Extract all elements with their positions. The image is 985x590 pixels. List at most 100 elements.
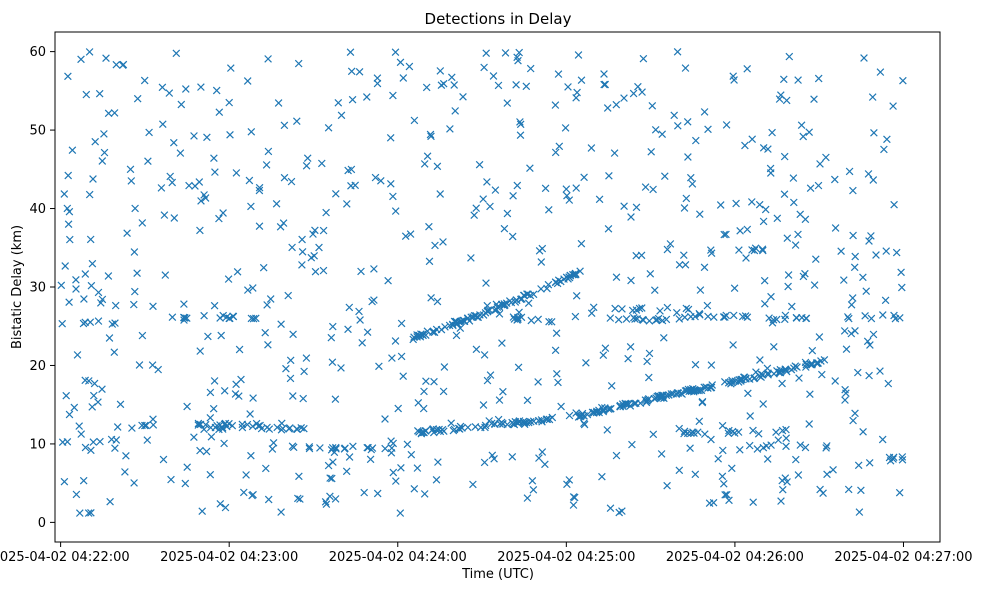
detection-point xyxy=(251,314,260,323)
detection-point xyxy=(70,403,79,412)
detection-point xyxy=(384,276,392,285)
detection-point xyxy=(735,375,744,384)
detection-point xyxy=(247,451,255,460)
detection-point xyxy=(148,361,157,369)
detection-point xyxy=(817,370,826,379)
detection-point xyxy=(58,319,67,328)
detection-point xyxy=(762,442,771,450)
detection-point xyxy=(564,83,572,91)
detection-point xyxy=(755,200,764,209)
detection-point xyxy=(262,161,271,169)
detection-point xyxy=(675,260,684,269)
detection-point xyxy=(415,428,423,436)
detection-point xyxy=(135,361,144,369)
detection-point xyxy=(555,142,564,151)
detection-point xyxy=(64,72,72,81)
detection-point xyxy=(782,434,791,443)
detection-point xyxy=(643,357,651,366)
detection-point xyxy=(610,149,619,157)
detection-point xyxy=(210,377,219,385)
detection-point xyxy=(482,49,491,58)
detection-point xyxy=(245,176,254,185)
detection-point xyxy=(204,332,212,341)
detection-point xyxy=(526,417,535,426)
detection-point xyxy=(577,76,586,85)
detection-point xyxy=(691,136,700,145)
detection-point xyxy=(612,451,621,460)
detection-point xyxy=(859,427,867,436)
y-tick-label: 0 xyxy=(38,516,46,531)
detection-point xyxy=(196,226,204,235)
detection-point xyxy=(759,217,768,226)
detection-point xyxy=(889,102,897,110)
detection-point xyxy=(606,504,615,513)
detection-point xyxy=(356,316,364,324)
detection-point xyxy=(324,461,333,470)
detection-point xyxy=(110,109,119,117)
detection-point xyxy=(840,327,849,335)
detection-point xyxy=(862,287,871,296)
detection-point xyxy=(538,448,547,456)
detection-point xyxy=(409,335,418,344)
detection-point xyxy=(194,421,203,429)
detection-point xyxy=(560,275,568,283)
detection-point xyxy=(572,93,580,102)
detection-point xyxy=(878,311,887,319)
detection-point xyxy=(305,444,314,453)
detection-point xyxy=(206,470,215,479)
detection-point xyxy=(292,117,301,126)
detection-point xyxy=(670,111,679,120)
detection-point xyxy=(480,351,489,359)
detection-point xyxy=(396,58,405,67)
detection-point xyxy=(787,302,796,311)
detection-point xyxy=(98,385,106,394)
detection-point xyxy=(62,391,71,400)
detection-point xyxy=(191,182,199,190)
detection-point xyxy=(566,271,575,280)
detection-point xyxy=(87,281,96,290)
detection-point xyxy=(198,507,207,516)
detection-point xyxy=(143,436,152,444)
detection-point xyxy=(485,306,494,315)
y-tick-label: 20 xyxy=(29,359,46,374)
detection-point xyxy=(897,283,906,292)
detection-point xyxy=(554,378,562,387)
detection-point xyxy=(190,132,198,140)
detection-point xyxy=(782,96,791,105)
detection-point xyxy=(277,508,285,516)
detection-point xyxy=(700,108,709,116)
detection-point xyxy=(145,128,153,137)
detection-point xyxy=(349,442,357,451)
detection-point xyxy=(381,444,389,453)
detection-point xyxy=(232,169,241,177)
detection-point xyxy=(429,428,438,437)
detection-point xyxy=(87,446,95,455)
detection-point xyxy=(680,204,689,212)
detection-point xyxy=(327,333,336,342)
detection-point xyxy=(225,98,234,107)
detection-point xyxy=(646,269,655,278)
detection-point xyxy=(220,386,229,395)
detection-point xyxy=(812,359,821,367)
detection-point xyxy=(659,333,668,342)
detection-point xyxy=(447,73,456,82)
detection-point xyxy=(91,137,100,146)
detection-point xyxy=(881,296,890,305)
detection-point xyxy=(127,177,136,185)
detection-point xyxy=(89,438,98,446)
detection-point xyxy=(159,455,168,464)
detection-point xyxy=(89,175,97,183)
detection-point xyxy=(399,372,408,381)
detection-point xyxy=(237,375,245,384)
detection-point xyxy=(282,364,290,373)
detection-point xyxy=(529,417,538,426)
detection-point xyxy=(849,416,857,425)
detection-point xyxy=(843,313,852,321)
detection-point xyxy=(831,224,840,232)
detection-point xyxy=(368,444,377,452)
detection-point xyxy=(206,413,215,422)
detection-point xyxy=(730,429,739,437)
detection-point xyxy=(331,189,340,198)
detection-point xyxy=(508,452,517,461)
x-tick-label: 2025-04-02 04:23:00 xyxy=(160,550,298,565)
